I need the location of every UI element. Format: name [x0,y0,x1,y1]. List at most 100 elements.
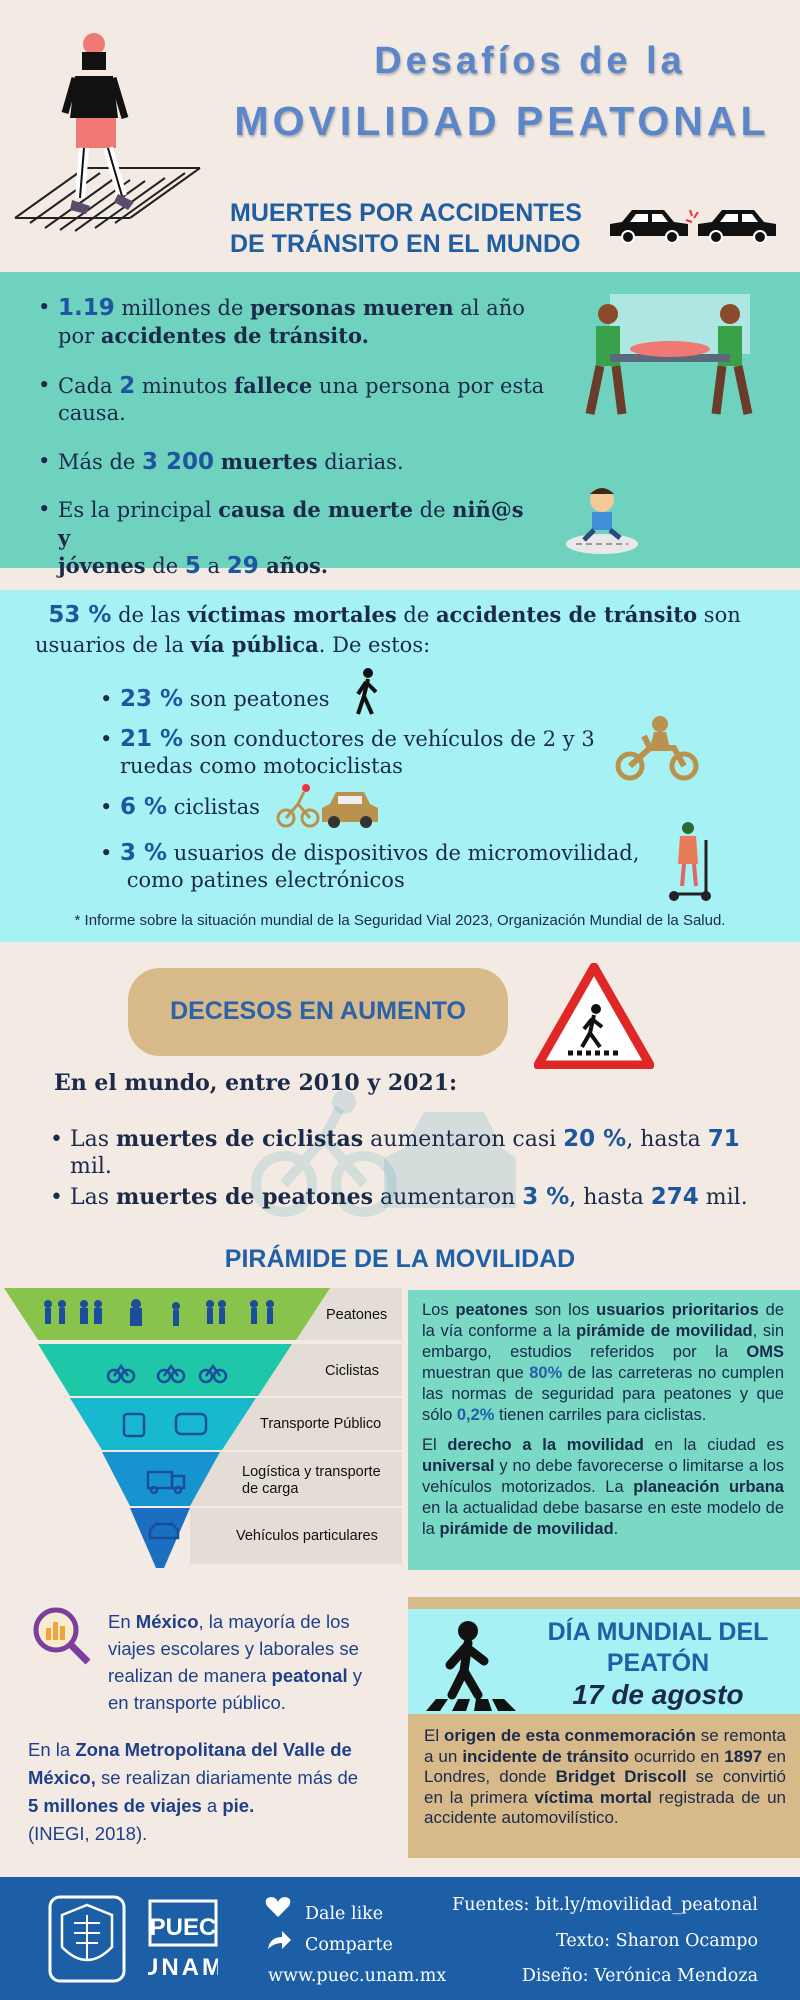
stretcher-rescue-illustration [585,294,753,415]
text: de [145,554,185,578]
text: son conductores de vehículos de 2 y 3 [183,727,595,751]
text: como patines electrónicos [126,868,405,892]
title-line-2: MOVILIDAD PEATONAL [234,98,770,144]
text: DÍA MUNDIAL DEL [547,1618,769,1646]
text: Más de [58,450,143,474]
pyramid-label-logistica-1: Logística y transporte [242,1464,381,1480]
text: aumentaron casi [363,1127,564,1152]
text: usuarios de dispositivos de micromovilid… [167,841,640,865]
header: Desafíos de la MOVILIDAD PEATONAL MUERTE… [0,0,800,272]
text: se realizan diariamente más de [95,1767,359,1788]
text: ocurrido en [629,1746,725,1766]
text: viajes escolares y laborales se [108,1638,359,1659]
text: registrada de un accidente automovilísti… [424,1787,786,1828]
text: , la mayoría de los [198,1611,350,1632]
stat-number: 5 [184,553,201,579]
text: en la actualidad debe basarse en este mo… [422,1499,784,1538]
footer: PUEC UNAM Dale like Comparte www.puec.un… [0,1877,800,2000]
child-injured-icon [566,488,638,554]
motorcycle-icon [615,716,699,781]
text: Cada [58,374,120,398]
text: a [200,554,227,578]
pedestrian-illustration [14,33,201,232]
pyramid-label-ciclistas: Ciclistas [325,1363,379,1379]
text: OMS [746,1343,784,1361]
subtitle-line-1: MUERTES POR ACCIDENTES [230,199,582,227]
text: México, [28,1767,96,1788]
pyramid-paragraph-1: Los peatones son los usuarios prioritari… [422,1300,784,1426]
pyramid-level-transporte-publico [70,1398,256,1450]
text: víctimas mortales [187,602,397,627]
text: usuarios prioritarios [596,1301,759,1319]
decesos-banner: DECESOS EN AUMENTO [128,968,508,1056]
text: En [108,1611,136,1632]
text: y [58,525,71,550]
share-arrow-icon[interactable] [266,1929,292,1951]
text: (INEGI, 2018). [28,1823,148,1844]
text: son peatones [183,687,330,711]
sources-link[interactable]: Fuentes: bit.ly/movilidad_peatonal [452,1895,758,1915]
text: y [347,1665,362,1686]
text: ciclistas [167,795,260,819]
pyramid-level-peatones [4,1288,330,1340]
like-link[interactable]: Dale like [305,1904,384,1924]
text: causa. [58,401,126,425]
text: niñ@s [452,497,524,522]
text: El [424,1726,445,1745]
text: mil. [70,1154,112,1179]
source-note: * Informe sobre la situación mundial de … [74,912,726,929]
text: muertes de ciclistas [116,1126,364,1152]
zmvm-paragraph: En la Zona Metropolitana del Valle de Mé… [28,1736,403,1848]
text: una persona por esta [312,374,545,398]
text: de [412,498,453,522]
text: años. [258,553,329,578]
text: de las [111,603,188,627]
text: realizan de manera [108,1665,272,1686]
walking-person-icon [356,668,378,715]
share-link[interactable]: Comparte [305,1935,393,1955]
stat-bullet-1: 1.19 millones de personas mueren al año … [38,294,538,350]
dia-mundial-banner: DÍA MUNDIAL DEL PEATÓN 17 de agosto [408,1609,800,1714]
text: . De estos: [318,633,431,657]
stat-number: 21 % [120,726,184,752]
text: víctima mortal [534,1787,652,1807]
mexico-paragraph: En México, la mayoría de los viajes esco… [108,1608,398,1716]
stat-number: 1.19 [58,295,115,321]
victims-section: 53 % de las víctimas mortales de acciden… [0,590,800,942]
victim-item-motorcyclists: 21 % son conductores de vehículos de 2 y… [100,726,620,780]
increase-bullet-cyclists: Las muertes de ciclistas aumentaron casi… [50,1126,770,1180]
text: peatones [455,1301,528,1319]
text: muertes [220,449,318,474]
stat-number: 23 % [120,686,184,712]
text: PEATÓN [606,1649,710,1677]
website-link[interactable]: www.puec.unam.mx [268,1966,447,1986]
text: Zona Metropolitana del Valle de [75,1739,352,1760]
text: de la vía conforme a la [422,1301,785,1340]
text: Bridget Driscoll [555,1767,687,1786]
stat-number: 3 % [120,840,168,866]
text: fallece [234,373,313,398]
text: y no debe favorecerse o limitarse a los … [422,1457,784,1496]
text: , sin embargo, estudios referidos por la [422,1322,785,1361]
mobility-pyramid: Peatones Ciclistas Transporte Público Lo… [4,1288,402,1568]
text: se remonta a un [424,1726,787,1766]
text: México [135,1611,199,1632]
stat-bullet-2: Cada 2 minutos fallece una persona por e… [38,372,558,427]
pyramid-title: PIRÁMIDE DE LA MOVILIDAD [224,1245,576,1273]
puec-unam-logo: PUEC UNAM [148,1899,218,1981]
victim-item-micromobility: 3 % usuarios de dispositivos de micromov… [100,840,680,894]
dia-mundial-title: DÍA MUNDIAL DEL PEATÓN [523,1617,793,1679]
stat-bullet-4: Es la principal causa de muerte de niñ@s… [38,496,538,580]
victims-intro: 53 % de las víctimas mortales de acciden… [35,600,760,660]
victim-item-pedestrians: 23 % son peatones [100,686,680,713]
stat-number: 3 % [522,1184,570,1210]
stat-number: 53 % [48,602,112,628]
text: , hasta [626,1127,708,1152]
text: diarias. [317,450,404,474]
text: son [697,603,741,627]
stat-number: 274 [650,1184,699,1210]
heart-icon[interactable] [265,1896,291,1918]
text: en la ciudad es [643,1436,784,1454]
dia-mundial-date: 17 de agosto [572,1679,744,1710]
text: muertes de peatones [116,1184,373,1210]
